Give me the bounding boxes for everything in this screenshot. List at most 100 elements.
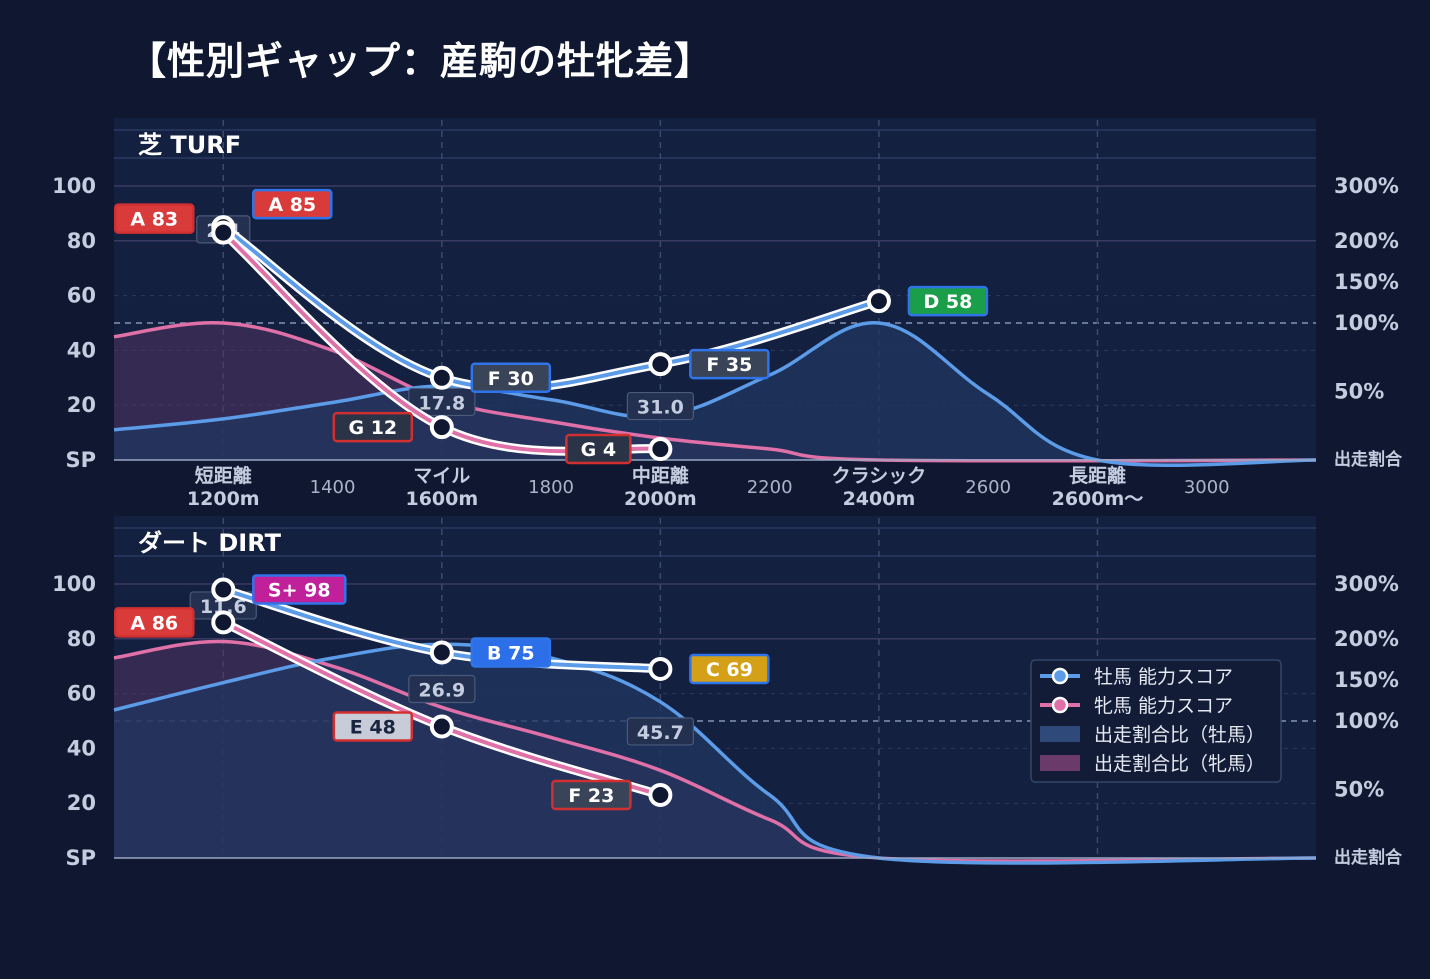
y-tick-label: 40 (67, 338, 96, 362)
female-score-badge-text: A 86 (130, 612, 178, 634)
x-category-label: 中距離 (632, 464, 689, 487)
gap-label-box (408, 674, 476, 704)
female-score-badge-box (332, 711, 414, 742)
male-score-badge-box (689, 348, 770, 380)
legend-female-score: 牝馬 能力スコア (1040, 695, 1233, 717)
male-score-badge-text: D 58 (923, 291, 972, 313)
page-title: 【性別ギャップ：産駒の牡牝差】 (128, 39, 714, 83)
y-right-tick-label: 100% (1334, 709, 1399, 733)
male-score-badge-box (907, 285, 989, 317)
x-category-label: 2000m (624, 488, 697, 510)
female-score-badge-text: F 23 (568, 785, 614, 807)
panel-label: 芝 TURF (138, 131, 241, 159)
male-score-badge-text: F 30 (488, 368, 534, 390)
gap-label-text: 11.6 (200, 596, 247, 618)
female-score-point (429, 415, 454, 440)
male-score-badge-text: C 69 (706, 659, 753, 681)
y-right-tick-label: 300% (1334, 572, 1399, 596)
male-score-badge: F 35 (689, 348, 770, 380)
legend-female-ratio-label: 出走割合比（牝馬） (1094, 753, 1265, 775)
legend-male-score: 牡馬 能力スコア (1040, 666, 1233, 688)
y-tick-label: SP (65, 448, 96, 472)
legend-male-ratio: 出走割合比（牡馬） (1040, 724, 1265, 746)
female-score-badge-box (332, 411, 414, 443)
y-right-tick-label: 100% (1334, 311, 1399, 335)
female-score-badge-box (114, 607, 195, 638)
y-tick-label: 80 (67, 627, 96, 651)
y-right-tick-label: 50% (1334, 380, 1384, 404)
y-tick-label: 20 (67, 393, 96, 417)
male-score-badge: C 69 (689, 653, 770, 685)
male-score-badge-text: A 85 (268, 194, 316, 216)
female-score-point (429, 714, 454, 739)
female-score-badge-box (565, 433, 632, 465)
female-score-badge: G 12 (332, 411, 414, 443)
female-score-point (211, 610, 236, 635)
legend-female-ratio: 出走割合比（牝馬） (1040, 753, 1265, 775)
x-minor-tick-label: 2600 (965, 477, 1011, 498)
male-score-badge: A 85 (252, 188, 333, 220)
x-category-label: 2400m (843, 488, 916, 510)
y-right-tick-label: 200% (1334, 627, 1399, 651)
panel-0: 芝 TURF SP 20 40 60 80 100 出走割合 50% 100% 150% 200% 30… (52, 118, 1403, 510)
y-tick-label: 60 (67, 682, 96, 706)
male-score-point (429, 365, 454, 390)
x-minor-tick-label: 3000 (1184, 477, 1230, 498)
y-right-tick-label: 出走割合 (1334, 449, 1403, 470)
male-score-point (429, 640, 454, 665)
x-category-label: クラシック (832, 465, 927, 487)
male-score-badge-text: S+ 98 (268, 579, 331, 601)
female-score-point (211, 220, 236, 245)
legend-female-ratio-swatch (1040, 755, 1080, 771)
x-category-label: 1200m (187, 488, 260, 510)
legend-male-ratio-swatch (1040, 726, 1080, 742)
legend-male-ratio-label: 出走割合比（牡馬） (1094, 724, 1265, 746)
y-right-tick-label: 150% (1334, 270, 1399, 294)
female-score-point (648, 437, 673, 462)
gap-label-box (626, 391, 694, 421)
gap-label: 26.9 (408, 674, 476, 704)
female-score-badge-box (114, 203, 195, 234)
female-score-badge-text: G 12 (348, 417, 397, 439)
y-right-tick-label: 50% (1334, 778, 1384, 802)
legend-female-score-marker (1051, 696, 1069, 714)
legend-male-score-label: 牡馬 能力スコア (1094, 666, 1233, 688)
gap-label-text: 45.7 (637, 722, 684, 744)
gap-label: 31.0 (626, 391, 694, 421)
x-minor-tick-label: 1800 (528, 477, 574, 498)
gap-label-text: 26.9 (418, 679, 465, 701)
x-category-label: 2600m〜 (1052, 488, 1144, 510)
male-score-badge-box (252, 574, 347, 605)
y-right-tick-label: 出走割合 (1334, 847, 1403, 868)
y-tick-label: 40 (67, 736, 96, 760)
female-score-badge-box (551, 779, 632, 811)
y-right-tick-label: 150% (1334, 668, 1399, 692)
male-score-badge: D 58 (907, 285, 989, 317)
legend-box (1030, 659, 1282, 783)
female-score-badge: A 86 (114, 607, 195, 638)
x-category-label: 1600m (405, 488, 478, 510)
male-ratio-line (113, 642, 1317, 865)
male-score-badge: B 75 (470, 637, 552, 668)
female-score-badge: G 4 (565, 433, 632, 465)
female-score-badge: A 83 (114, 203, 195, 234)
female-score-badge-text: G 4 (581, 439, 616, 461)
female-score-badge: E 48 (332, 711, 414, 742)
x-minor-tick-label: 2200 (747, 477, 793, 498)
male-score-badge: F 30 (470, 362, 552, 394)
male-score-badge-box (689, 653, 770, 685)
male-score-point (866, 289, 891, 314)
y-right-tick-label: 200% (1334, 229, 1399, 253)
y-right-tick-label: 300% (1334, 174, 1399, 198)
male-score-badge-text: F 35 (706, 354, 752, 376)
gap-label-text: 31.0 (637, 397, 684, 419)
male-score-badge-text: B 75 (487, 643, 535, 665)
female-score-badge: F 23 (551, 779, 632, 811)
legend-female-score-label: 牝馬 能力スコア (1094, 695, 1233, 717)
legend-male-score-marker (1051, 667, 1069, 685)
female-score-badge-text: A 83 (130, 209, 178, 231)
male-score-badge-box (470, 362, 552, 394)
